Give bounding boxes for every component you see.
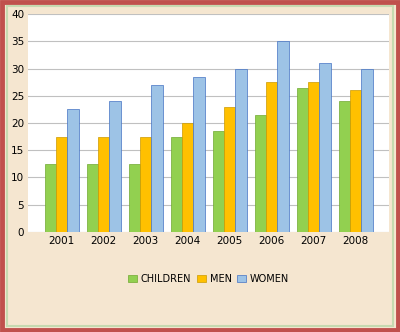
Bar [68, 110, 79, 232]
Bar [193, 77, 205, 232]
Bar [140, 136, 151, 232]
Bar [339, 101, 350, 232]
Bar [266, 82, 277, 232]
Bar [350, 90, 361, 232]
Bar [182, 123, 193, 232]
Bar [98, 136, 110, 232]
Bar [129, 164, 140, 232]
Bar [87, 164, 98, 232]
Bar [110, 101, 121, 232]
Bar [319, 63, 331, 232]
Bar [235, 69, 247, 232]
Bar [308, 82, 319, 232]
Bar [171, 136, 182, 232]
Bar [297, 88, 308, 232]
Bar [277, 42, 289, 232]
Bar [45, 164, 56, 232]
Bar [255, 115, 266, 232]
Bar [151, 85, 163, 232]
Bar [213, 131, 224, 232]
Bar [361, 69, 373, 232]
Legend: CHILDREN, MEN, WOMEN: CHILDREN, MEN, WOMEN [124, 270, 293, 288]
Bar [224, 107, 235, 232]
Bar [56, 136, 68, 232]
